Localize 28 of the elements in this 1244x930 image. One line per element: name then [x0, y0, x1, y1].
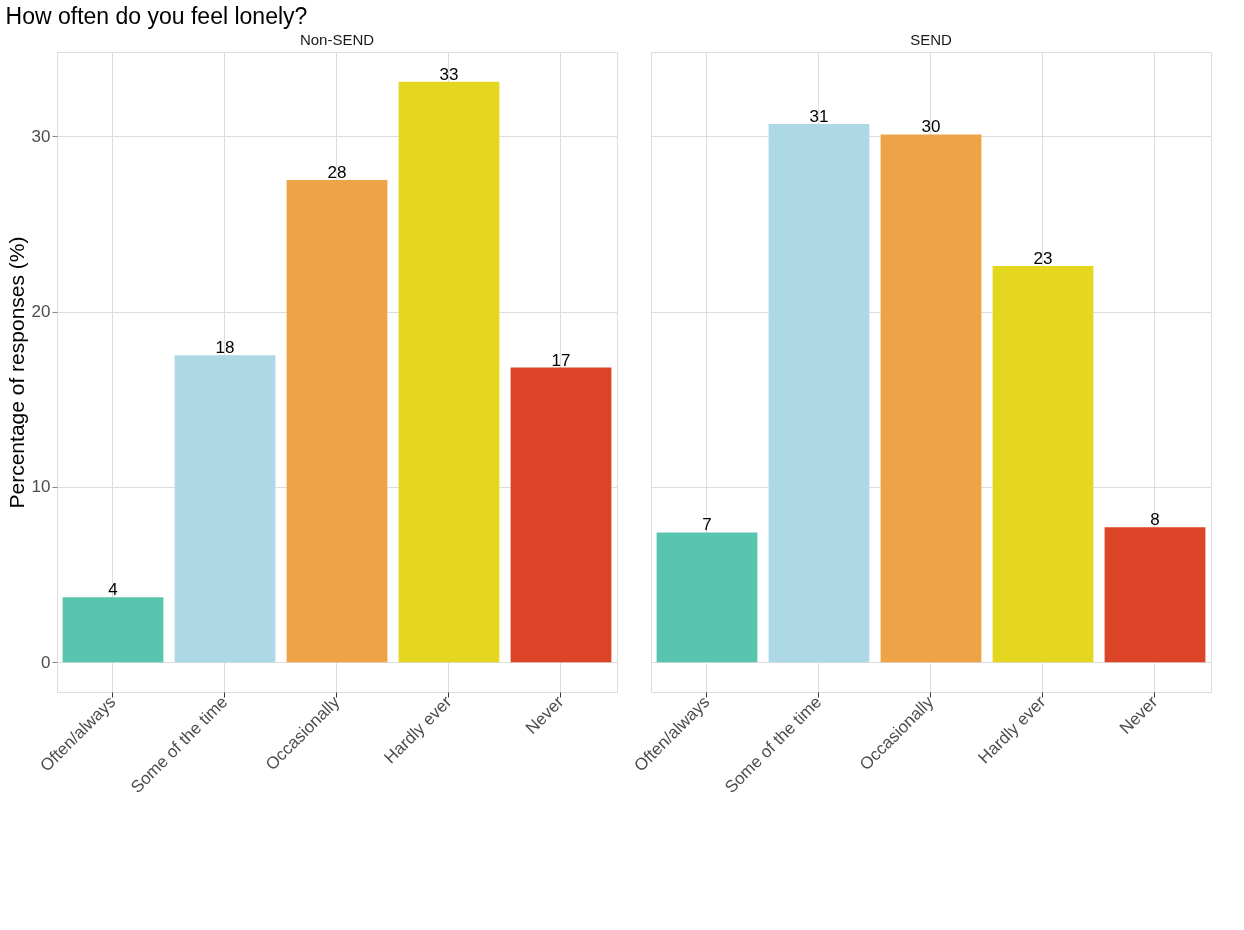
bar: [992, 265, 1094, 663]
y-tick-label: 0: [41, 652, 51, 672]
bar: [62, 597, 164, 663]
bar: [510, 367, 612, 663]
data-label: 30: [921, 117, 941, 137]
data-label: 8: [1150, 510, 1160, 530]
bar: [1104, 527, 1206, 663]
data-label: 4: [108, 580, 118, 600]
bar: [286, 180, 388, 663]
bar: [656, 532, 758, 663]
chart-title: How often do you feel lonely?: [5, 2, 308, 29]
data-label: 31: [809, 106, 829, 126]
data-label: 23: [1033, 248, 1053, 268]
chart-subtitle: SEND: [910, 31, 952, 48]
chart-subtitle: Non-SEND: [299, 31, 375, 48]
bar: [880, 134, 982, 663]
bar: [768, 123, 870, 663]
data-label: 33: [439, 64, 459, 84]
y-tick-label: 10: [31, 477, 51, 497]
data-label: 18: [215, 338, 235, 358]
y-tick-label: 30: [31, 126, 51, 146]
bar: [174, 355, 276, 663]
y-axis-title: Percentage of responses (%): [4, 236, 28, 509]
bar: [398, 81, 500, 663]
y-tick-label: 20: [31, 302, 51, 322]
data-label: 7: [702, 515, 712, 535]
data-label: 28: [327, 163, 347, 182]
data-label: 17: [551, 350, 571, 370]
